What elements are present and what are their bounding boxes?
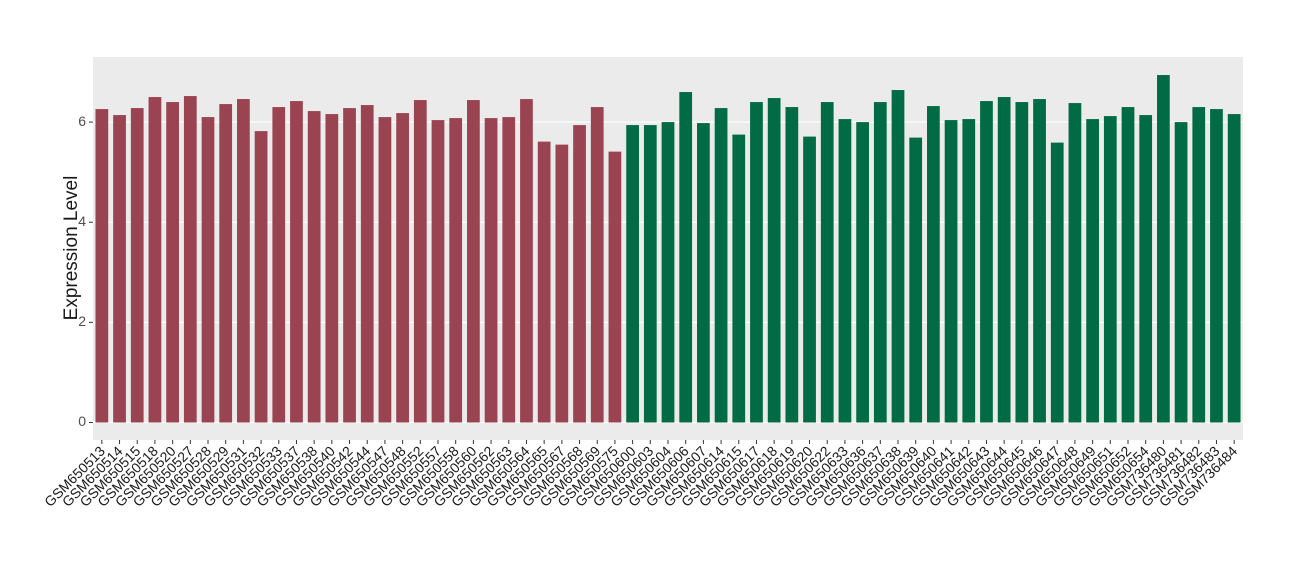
bar: [1139, 115, 1153, 423]
bar: [520, 99, 533, 423]
y-tick-label: 4: [78, 213, 86, 229]
bar: [1174, 122, 1188, 423]
bar: [785, 107, 799, 423]
bar: [502, 117, 516, 423]
bar: [272, 107, 286, 423]
y-axis-label: Expression Level: [61, 176, 82, 321]
bar: [183, 96, 197, 423]
bar: [697, 123, 710, 423]
bar: [1050, 142, 1064, 423]
bar: [1068, 103, 1082, 423]
bar: [1157, 75, 1170, 423]
bar: [891, 90, 905, 423]
bar: [1086, 119, 1099, 423]
bar: [484, 118, 498, 423]
bar: [1033, 99, 1046, 423]
bar: [396, 113, 409, 423]
bar: [767, 98, 781, 423]
bar: [537, 141, 551, 423]
bar: [1103, 116, 1117, 423]
bar: [679, 92, 693, 423]
bar: [590, 107, 604, 423]
y-tick-label: 0: [78, 413, 86, 429]
bar: [360, 105, 374, 423]
bar: [130, 108, 144, 423]
bar: [856, 122, 869, 423]
y-tick-label: 6: [78, 113, 86, 129]
bar: [1015, 102, 1029, 423]
bar: [1192, 107, 1206, 423]
bar: [732, 134, 746, 423]
bar: [962, 119, 976, 423]
bar: [343, 108, 356, 423]
bar: [148, 97, 162, 423]
bar: [113, 115, 126, 423]
bar: [927, 106, 940, 423]
bar: [714, 108, 728, 423]
bar: [201, 117, 215, 423]
bar: [608, 151, 622, 423]
bar: [909, 137, 923, 423]
bar: [431, 120, 445, 423]
bar: [467, 100, 480, 423]
bar: [555, 144, 569, 423]
bar: [803, 136, 816, 423]
bar: [750, 102, 763, 423]
bar: [661, 122, 675, 423]
bar: [643, 125, 657, 423]
bar: [980, 101, 993, 423]
bar: [449, 118, 463, 423]
bar: [573, 125, 586, 423]
bar: [307, 111, 321, 423]
bar: [378, 117, 392, 423]
bar: [1121, 107, 1135, 423]
bar: [219, 104, 233, 423]
bar: [1210, 109, 1223, 423]
bar: [95, 109, 109, 423]
bar: [997, 97, 1011, 423]
bar: [413, 100, 427, 423]
bar: [838, 119, 852, 423]
bar: [325, 114, 339, 423]
bar: [1227, 114, 1241, 423]
y-tick-label: 2: [78, 313, 86, 329]
bar: [944, 120, 958, 423]
bar: [254, 131, 268, 423]
bar: [820, 102, 834, 423]
bar: [290, 101, 303, 423]
bar: [626, 125, 639, 423]
bar: [237, 99, 250, 423]
bar: [873, 102, 887, 423]
bar: [166, 102, 179, 423]
